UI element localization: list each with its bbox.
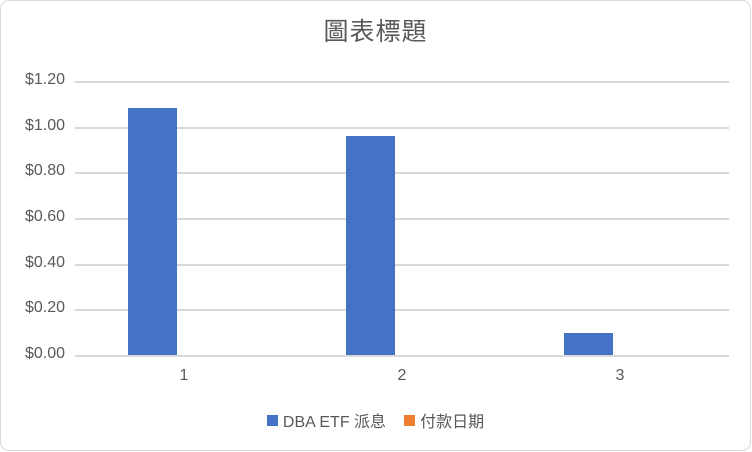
y-tick-label[interactable]: $0.60 [24,208,65,225]
gridline [75,81,729,83]
x-tick-label[interactable]: 2 [397,367,407,384]
y-tick-label[interactable]: $1.00 [24,117,65,134]
bar-series1-cat1[interactable] [128,108,177,355]
legend-swatch-icon [266,414,278,426]
legend: DBA ETF 派息 付款日期 [1,408,750,432]
bar-series1-cat2[interactable] [346,136,395,355]
gridline [75,127,729,129]
legend-swatch-icon [404,414,416,426]
y-tick-label[interactable]: $0.00 [24,345,65,362]
y-tick-label[interactable]: $1.20 [24,71,65,88]
bar-series1-cat3[interactable] [564,333,613,355]
chart-title[interactable]: 圖表標題 [323,18,428,46]
x-tick-label[interactable]: 1 [179,367,189,384]
y-tick-label[interactable]: $0.80 [24,162,65,179]
legend-item-1[interactable]: DBA ETF 派息 [266,408,387,432]
x-tick-label[interactable]: 3 [615,367,625,384]
y-tick-label[interactable]: $0.20 [24,299,65,316]
legend-label: 付款日期 [420,414,485,431]
gridline [75,309,729,311]
x-axis: 1 2 3 [75,367,729,387]
gridline [75,264,729,266]
legend-label: DBA ETF 派息 [282,414,387,431]
legend-item-2[interactable]: 付款日期 [404,408,484,432]
gridline [75,172,729,174]
y-tick-label[interactable]: $0.40 [24,254,65,271]
plot-area [75,81,729,357]
y-axis: $1.20 $1.00 $0.80 $0.60 $0.40 $0.20 $0.00 [1,71,65,362]
gridline [75,218,729,220]
